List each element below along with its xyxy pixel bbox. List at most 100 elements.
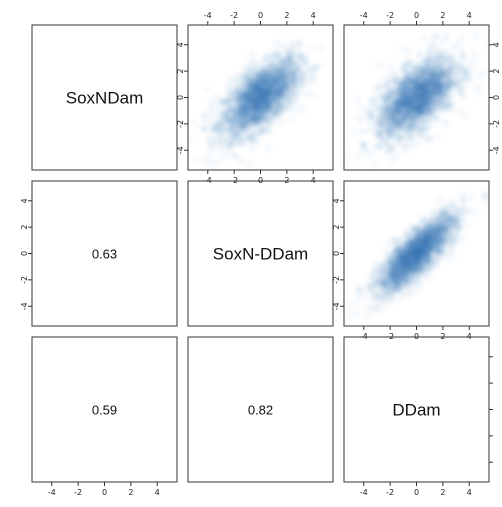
density-point: [425, 96, 433, 104]
density-point: [470, 51, 477, 58]
density-point: [438, 39, 446, 47]
density-point: [232, 106, 240, 114]
density-point: [495, 60, 501, 66]
density-point: [235, 119, 243, 127]
density-point: [200, 124, 207, 131]
density-point: [288, 114, 296, 122]
density-point: [396, 116, 403, 124]
density-point: [216, 145, 223, 153]
density-point: [420, 34, 427, 42]
density-point: [270, 88, 278, 96]
density-point: [364, 146, 372, 154]
density-point: [273, 40, 281, 48]
density-point: [427, 136, 435, 144]
correlation-value-2: 0.82: [248, 403, 273, 418]
density-point: [207, 118, 214, 125]
density-point: [403, 148, 411, 156]
density-point: [374, 82, 382, 90]
density-point: [450, 68, 458, 76]
density-point: [208, 157, 216, 165]
density-point: [204, 85, 212, 93]
density-point: [260, 55, 268, 63]
density-point: [190, 119, 198, 126]
density-point: [344, 150, 350, 158]
density-point: [222, 125, 229, 133]
density-point: [460, 76, 468, 83]
density-point: [380, 75, 388, 83]
density-point: [365, 127, 372, 134]
density-point: [297, 63, 304, 71]
density-point: [246, 160, 253, 168]
density-point: [243, 64, 251, 71]
density-point: [283, 81, 291, 89]
density-point: [432, 62, 440, 70]
density-point: [350, 128, 358, 136]
density-point: [261, 82, 269, 90]
density-point: [298, 84, 305, 91]
panel-frame-r2-c1: [187, 336, 334, 483]
density-point: [253, 138, 261, 146]
density-point: [411, 93, 418, 101]
density-point: [207, 133, 215, 141]
density-point: [476, 88, 484, 96]
density-point: [237, 157, 244, 164]
density-point: [400, 121, 408, 128]
density-point: [361, 292, 368, 299]
density-point: [226, 87, 234, 94]
density-point: [255, 122, 262, 129]
density-point: [364, 302, 371, 309]
density-point: [450, 78, 458, 86]
density-point: [426, 70, 434, 78]
density-point: [367, 306, 375, 314]
density-point: [252, 90, 260, 98]
density-point: [369, 100, 377, 108]
density-point: [249, 50, 256, 58]
density-point: [233, 86, 241, 93]
density-point: [438, 80, 446, 88]
density-point: [354, 97, 361, 105]
density-point: [250, 76, 258, 84]
density-point: [306, 77, 314, 85]
density-point: [240, 98, 248, 106]
density-point: [415, 86, 423, 94]
density-point: [416, 50, 424, 57]
density-point: [447, 92, 454, 100]
density-point: [396, 132, 403, 139]
density-point: [295, 52, 302, 59]
density-point: [420, 80, 428, 88]
density-point: [203, 154, 210, 161]
density-point: [220, 152, 228, 160]
density-point: [449, 52, 457, 60]
density-point: [413, 62, 420, 69]
density-point: [398, 60, 406, 68]
density-point: [279, 42, 286, 49]
density-point: [220, 132, 227, 139]
density-point: [382, 98, 390, 106]
density-point: [405, 142, 412, 149]
density-point: [393, 125, 401, 133]
density-panel-SoxN-DDam-vs-SoxNDam: [188, 39, 324, 170]
density-point: [264, 101, 272, 109]
density-point: [424, 125, 431, 132]
density-point: [480, 69, 487, 77]
density-point: [291, 83, 299, 90]
variable-label-0: SoxNDam: [66, 89, 143, 108]
density-point: [286, 73, 294, 81]
density-panel-DDam-vs-SoxNDam: [344, 31, 501, 168]
density-point: [227, 128, 234, 135]
density-point: [466, 61, 474, 69]
density-point: [316, 61, 324, 69]
density-point: [304, 58, 312, 66]
density-point: [399, 105, 407, 113]
density-point: [484, 40, 489, 48]
density-point: [441, 52, 449, 59]
density-point: [218, 138, 225, 145]
density-point: [241, 74, 249, 82]
density-point: [411, 99, 419, 107]
density-point: [430, 79, 438, 87]
density-point: [401, 114, 409, 122]
density-point: [389, 156, 396, 164]
density-point: [375, 128, 383, 136]
density-point: [440, 86, 448, 94]
